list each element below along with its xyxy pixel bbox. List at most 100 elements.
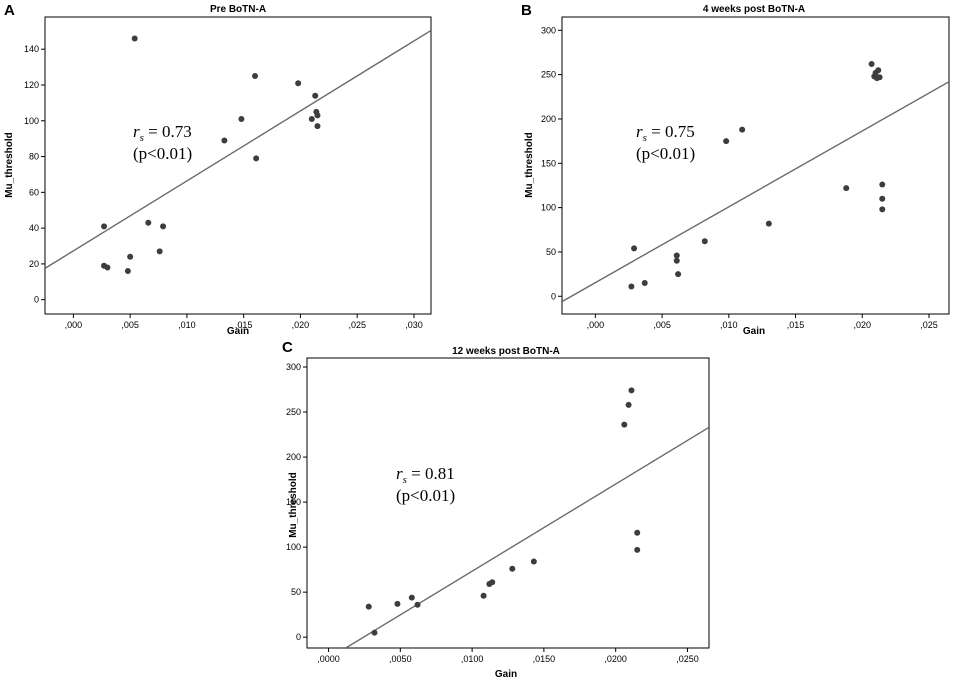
y-tick-label: 100 [541,203,556,213]
data-point [127,253,134,260]
x-tick-label: ,005 [653,320,671,330]
data-point [308,115,315,122]
y-tick-label: 250 [286,407,301,417]
x-tick-label: ,025 [348,320,366,330]
data-point [408,594,415,601]
data-point [312,92,319,99]
y-tick-label: 50 [291,587,301,597]
data-point [673,252,680,259]
x-tick-label: ,000 [65,320,83,330]
data-point [314,112,321,119]
chart-title: Pre BoTN-A [210,4,266,15]
data-point [314,123,321,130]
x-tick-label: ,015 [235,320,253,330]
data-point [628,387,635,394]
data-point [765,220,772,227]
data-point [104,264,111,271]
correlation-annotation: rs = 0.73 [133,122,192,144]
rs-symbol: r [396,464,403,483]
plot-frame [44,16,432,315]
y-tick-label: 20 [29,259,39,269]
y-tick-label: 50 [546,247,556,257]
data-point [365,603,372,610]
panel-a: A Pre BoTN-A 0 20 40 60 80 100 120 140 ,000 ,005 ,01… [4,2,432,337]
correlation-annotation: rs = 0.75 [636,122,695,144]
x-axis-label: Gain [495,669,517,680]
rs-symbol: r [636,122,643,141]
y-tick-label: 200 [541,114,556,124]
panel-c: C 12 weeks post BoTN-A 0 50 100 150 200 250 300,… [282,339,710,680]
data-point [509,565,516,572]
y-axis-label: Mu_threshold [4,132,15,198]
rs-value: = 0.75 [647,122,695,141]
rs-subscript: s [643,132,647,144]
data-point [879,195,886,202]
x-tick-label: ,010 [178,320,196,330]
data-point [221,137,228,144]
data-point [252,73,259,80]
y-tick-label: 140 [24,44,39,54]
y-axis-label: Mu_threshold [524,132,535,198]
rs-value: = 0.73 [144,122,192,141]
x-tick-label: ,015 [787,320,805,330]
x-tick-label: ,0250 [676,654,699,664]
y-tick-label: 80 [29,152,39,162]
p-value-annotation: (p<0.01) [133,144,192,163]
y-tick-label: 40 [29,223,39,233]
p-value-annotation: (p<0.01) [636,144,695,163]
y-tick-label: 120 [24,80,39,90]
data-point [101,223,108,230]
data-point [621,421,628,428]
fit-line [562,81,949,303]
y-tick-label: 60 [29,187,39,197]
data-point [625,401,632,408]
x-tick-label: ,020 [853,320,871,330]
panel-letter: C [282,339,293,356]
data-point [879,206,886,213]
data-point [675,271,682,278]
data-point [701,238,708,245]
p-value-annotation: (p<0.01) [396,486,455,505]
x-tick-label: ,025 [920,320,938,330]
y-tick-label: 0 [296,632,301,642]
data-point [634,546,641,553]
y-tick-label: 200 [286,452,301,462]
data-point [843,185,850,192]
rs-symbol: r [133,122,140,141]
y-tick-label: 300 [286,362,301,372]
rs-subscript: s [403,474,407,486]
x-tick-label: ,0200 [604,654,627,664]
data-point [875,67,882,74]
x-axis-label: Gain [743,326,765,337]
x-tick-label: ,0150 [533,654,556,664]
y-tick-label: 150 [286,497,301,507]
x-tick-label: ,020 [292,320,310,330]
data-point [253,155,260,162]
correlation-annotation: rs = 0.81 [396,464,455,486]
x-tick-label: ,0050 [389,654,412,664]
data-point [480,592,487,599]
x-tick-label: ,0100 [461,654,484,664]
y-tick-label: 250 [541,70,556,80]
data-point [489,579,496,586]
y-tick-label: 300 [541,25,556,35]
data-point [394,600,401,607]
x-tick-label: ,005 [121,320,139,330]
y-tick-label: 100 [286,542,301,552]
data-point [295,80,302,87]
data-point [238,115,245,122]
y-tick-label: 0 [34,295,39,305]
plot-frame [561,16,950,315]
data-point [723,138,730,145]
data-point [673,257,680,264]
data-point [371,629,378,636]
fit-line [345,426,709,648]
x-tick-label: ,000 [587,320,605,330]
x-tick-label: ,0000 [317,654,340,664]
y-tick-label: 0 [551,291,556,301]
data-point [879,181,886,188]
panel-letter: A [4,2,15,19]
fit-line [45,29,431,269]
data-point [739,126,746,133]
